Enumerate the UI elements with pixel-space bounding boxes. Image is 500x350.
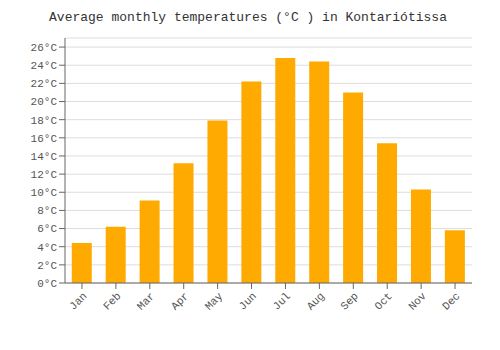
svg-text:May: May xyxy=(203,290,226,313)
svg-text:18°C: 18°C xyxy=(31,115,58,127)
svg-text:Jan: Jan xyxy=(67,290,89,312)
svg-text:Mar: Mar xyxy=(135,290,157,312)
svg-text:4°C: 4°C xyxy=(37,242,57,254)
svg-text:Jul: Jul xyxy=(271,290,293,312)
svg-text:2°C: 2°C xyxy=(37,260,57,272)
svg-text:Jun: Jun xyxy=(237,290,259,312)
svg-text:10°C: 10°C xyxy=(31,187,58,199)
svg-text:Feb: Feb xyxy=(101,290,123,312)
svg-text:26°C: 26°C xyxy=(31,42,58,54)
svg-text:0°C: 0°C xyxy=(37,278,57,290)
svg-text:Sep: Sep xyxy=(338,290,360,312)
svg-text:20°C: 20°C xyxy=(31,96,58,108)
svg-text:8°C: 8°C xyxy=(37,205,57,217)
svg-text:14°C: 14°C xyxy=(31,151,58,163)
svg-text:12°C: 12°C xyxy=(31,169,58,181)
svg-text:Oct: Oct xyxy=(372,290,394,312)
svg-text:Dec: Dec xyxy=(440,290,462,312)
svg-text:Nov: Nov xyxy=(406,290,429,313)
svg-text:16°C: 16°C xyxy=(31,133,58,145)
svg-text:Apr: Apr xyxy=(169,290,191,312)
html-text:Average monthly temperatures (: Average monthly temperatures (°C ) in Ko… xyxy=(49,10,447,25)
svg-text:Aug: Aug xyxy=(305,290,327,312)
svg-text:24°C: 24°C xyxy=(31,60,58,72)
svg-text:6°C: 6°C xyxy=(37,223,57,235)
svg-text:22°C: 22°C xyxy=(31,78,58,90)
